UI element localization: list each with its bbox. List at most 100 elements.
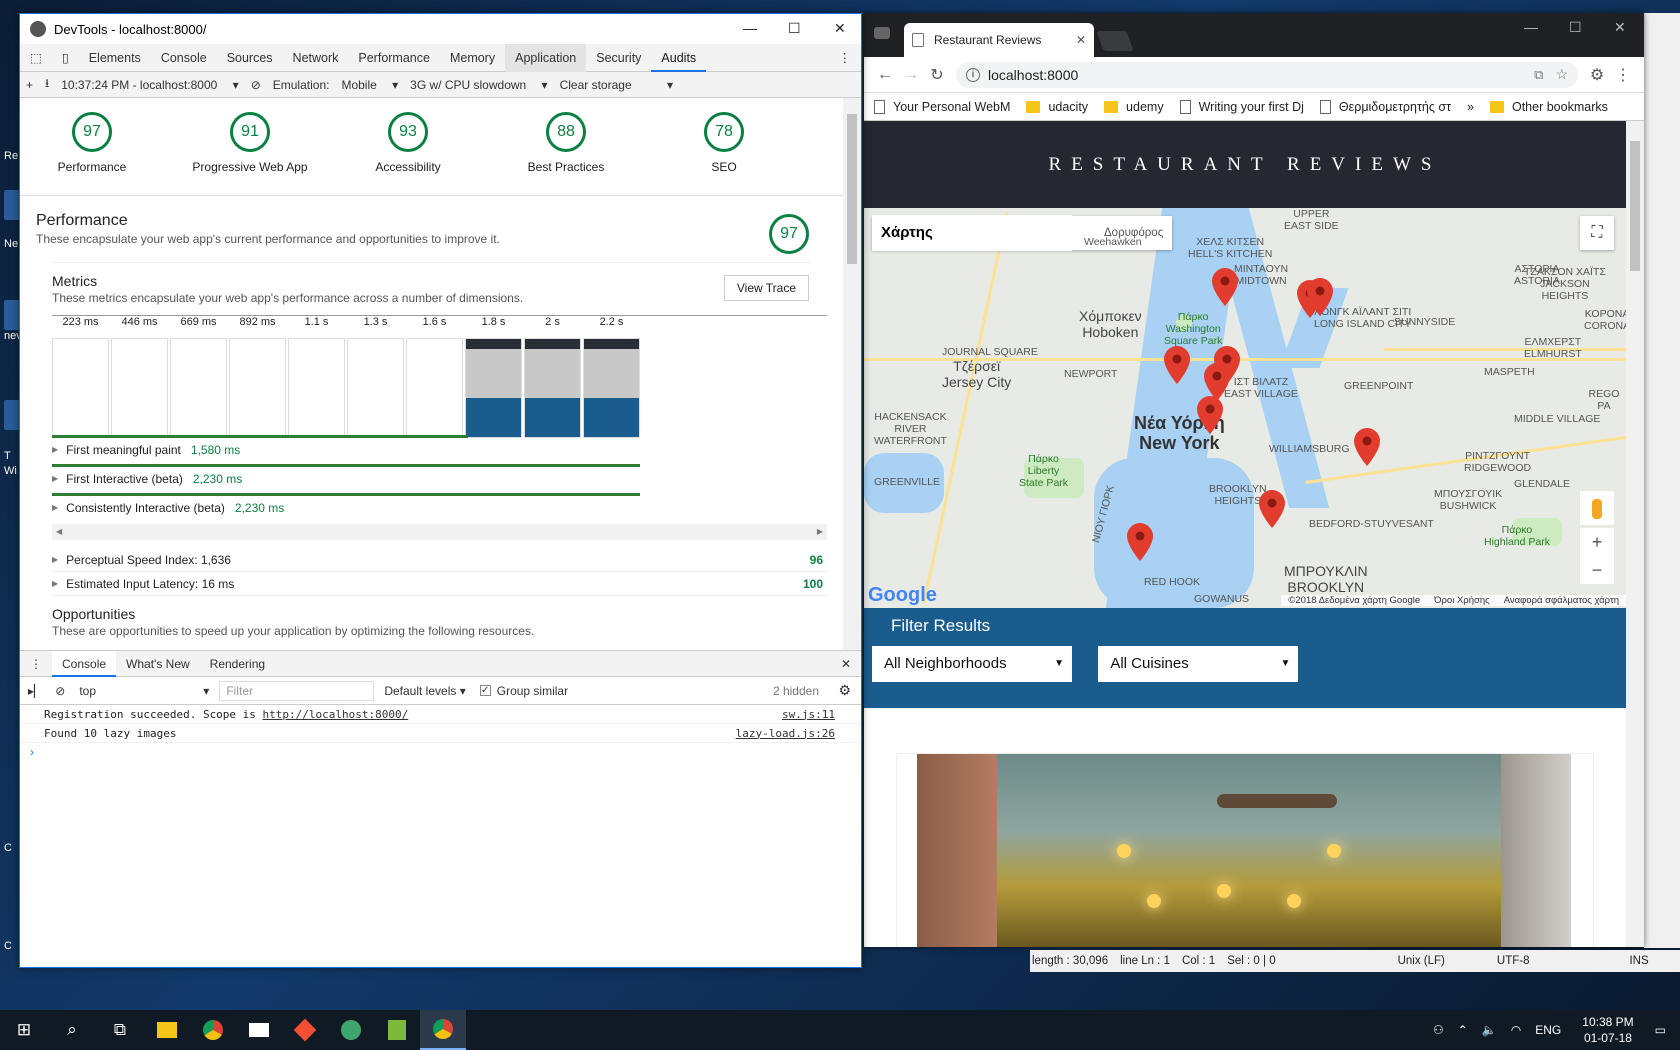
wifi-icon[interactable]: ◠ (1510, 1023, 1522, 1037)
map-marker-icon[interactable] (1127, 523, 1153, 561)
devtools-menu-icon[interactable]: ⋮ (838, 50, 852, 65)
map-marker-icon[interactable] (1197, 396, 1223, 434)
git-icon[interactable] (282, 1010, 328, 1050)
translate-icon[interactable]: ⧉ (1534, 66, 1544, 82)
clear-storage-select[interactable]: Clear storage ▾ (559, 77, 673, 92)
metric-row[interactable]: ▶ Perceptual Speed Index: 1,636 96 (52, 548, 827, 572)
console-prompt[interactable]: › (30, 745, 34, 759)
group-similar-checkbox[interactable]: ✓ (479, 685, 491, 696)
scope-link[interactable]: http://localhost:8000/ (262, 707, 409, 721)
map-marker-icon[interactable] (1212, 268, 1238, 306)
map-type-satellite[interactable]: Δορυφόρος (1104, 227, 1164, 239)
map-marker-icon[interactable] (1354, 428, 1380, 466)
bookmark-item[interactable]: udacity (1026, 100, 1088, 114)
neighborhoods-select[interactable]: All Neighborhoods ▼ (872, 646, 1072, 682)
chrome-icon[interactable] (420, 1010, 466, 1050)
drawer-tab-whats-new[interactable]: What's New (126, 656, 190, 671)
desktop-icon[interactable] (4, 190, 22, 220)
maximize-icon[interactable]: ☐ (1569, 19, 1582, 35)
tab-elements[interactable]: Elements (88, 50, 141, 65)
clear-icon[interactable]: ⊘ (250, 77, 261, 92)
expand-icon[interactable]: ▶ (52, 474, 59, 483)
people-icon[interactable]: ⚇ (1433, 1023, 1444, 1037)
expand-icon[interactable]: ▶ (52, 503, 59, 512)
start-icon[interactable]: ⊞ (16, 1020, 32, 1039)
back-icon[interactable]: ← (877, 65, 893, 83)
site-info-icon[interactable]: i (966, 67, 980, 82)
bookmark-item[interactable]: Writing your first Dj (1179, 99, 1304, 114)
horizontal-scrollbar[interactable]: ◀ ▶ (52, 524, 827, 540)
report-selector[interactable]: 10:37:24 PM - localhost:8000 ▾ (61, 77, 239, 92)
metric-line[interactable]: ▶ Consistently Interactive (beta) 2,230 ms (52, 493, 811, 522)
close-icon[interactable]: ✕ (834, 20, 846, 36)
map-marker-icon[interactable] (1259, 490, 1285, 528)
minimize-icon[interactable]: — (1524, 19, 1538, 35)
close-icon[interactable]: ✕ (1614, 19, 1626, 35)
gauge-pwa[interactable]: 91 Progressive Web App (171, 112, 329, 195)
forward-icon[interactable]: → (903, 65, 919, 83)
bookmark-item[interactable]: Θερμιδομετρητής στ (1319, 99, 1451, 114)
metric-line[interactable]: ▶ First Interactive (beta) 2,230 ms (52, 464, 811, 493)
notepad-icon[interactable] (374, 1010, 420, 1050)
language-indicator[interactable]: ENG (1535, 1023, 1562, 1037)
bookmark-item[interactable]: Other bookmarks (1489, 100, 1608, 114)
task-view-icon[interactable]: ⧉ (113, 1020, 127, 1039)
bookmark-item[interactable]: Your Personal WebM (874, 99, 1010, 114)
zoom-in-icon[interactable]: + (1580, 528, 1614, 556)
bookmark-item[interactable]: udemy (1104, 100, 1164, 114)
source-link[interactable]: sw.js:11 (782, 707, 835, 721)
page-scrollbar[interactable] (1626, 121, 1644, 947)
context-select[interactable]: top ▾ (79, 683, 210, 698)
tab-network[interactable]: Network (292, 50, 339, 65)
reload-icon[interactable]: ↻ (930, 66, 944, 84)
star-icon[interactable]: ☆ (1555, 66, 1568, 82)
tab-performance[interactable]: Performance (358, 50, 430, 65)
extension-icon[interactable]: ⚙ (1589, 66, 1605, 84)
metric-row[interactable]: ▶ Estimated Input Latency: 16 ms 100 (52, 572, 827, 596)
sidebar-toggle-icon[interactable]: ▸▏ (28, 683, 44, 698)
map[interactable]: Χάρτης Δορυφόρος ⛶ Weehawken Χόμποκεν Ho… (864, 208, 1626, 608)
file-explorer-icon[interactable] (144, 1010, 190, 1050)
drawer-menu-icon[interactable]: ⋮ (30, 656, 42, 671)
tab-sources[interactable]: Sources (226, 50, 273, 65)
audit-scrollbar[interactable] (843, 98, 861, 650)
console-settings-icon[interactable]: ⚙ (838, 682, 851, 698)
device-toolbar-icon[interactable]: ▯ (61, 50, 69, 65)
maximize-icon[interactable]: ☐ (788, 20, 801, 36)
bookmarks-overflow-button[interactable]: » (1467, 99, 1474, 114)
tab-audits[interactable]: Audits (651, 44, 707, 72)
source-link[interactable]: lazy-load.js:26 (735, 726, 835, 740)
browser-tab[interactable]: Restaurant Reviews ✕ (904, 23, 1094, 57)
map-terms-link[interactable]: Όροι Χρήσης (1427, 594, 1497, 606)
gauge-seo[interactable]: 78 SEO (645, 112, 803, 195)
map-marker-icon[interactable] (1307, 278, 1333, 316)
menu-kebab-icon[interactable]: ⋮ (1615, 66, 1631, 84)
street-view-pegman-icon[interactable] (1580, 491, 1614, 525)
view-trace-button[interactable]: View Trace (723, 275, 809, 301)
download-icon[interactable]: ⭳ (45, 76, 50, 90)
map-marker-icon[interactable] (1204, 363, 1230, 401)
console-filter-input[interactable]: Filter (219, 680, 375, 701)
tab-application[interactable]: Application (505, 43, 587, 72)
gauge-best-practices[interactable]: 88 Best Practices (487, 112, 645, 195)
desktop-icon[interactable] (4, 300, 22, 330)
drawer-tab-rendering[interactable]: Rendering (209, 656, 266, 671)
gauge-accessibility[interactable]: 93 Accessibility (329, 112, 487, 195)
metric-line[interactable]: ▶ First meaningful paint 1,580 ms (52, 435, 811, 464)
drawer-tab-console[interactable]: Console (52, 650, 117, 677)
fullscreen-icon[interactable]: ⛶ (1580, 216, 1614, 250)
map-report-link[interactable]: Αναφορά σφάλματος χάρτη (1496, 594, 1626, 606)
minimize-icon[interactable]: — (743, 20, 757, 36)
address-bar[interactable]: i localhost:8000 ⧉ ☆ (956, 61, 1578, 88)
log-levels-select[interactable]: Default levels ▾ (384, 683, 466, 698)
tab-memory[interactable]: Memory (449, 50, 496, 65)
atom-icon[interactable] (328, 1010, 374, 1050)
map-marker-icon[interactable] (1164, 346, 1190, 384)
zoom-out-icon[interactable]: − (1580, 556, 1614, 584)
notification-icon[interactable]: ▭ (1654, 1023, 1666, 1037)
emulation-select[interactable]: Mobile ▾ (341, 77, 399, 92)
new-audit-icon[interactable]: + (26, 77, 34, 92)
drawer-close-icon[interactable]: ✕ (840, 656, 851, 671)
chevron-up-icon[interactable]: ⌃ (1457, 1023, 1468, 1037)
search-icon[interactable]: ⌕ (67, 1020, 77, 1039)
